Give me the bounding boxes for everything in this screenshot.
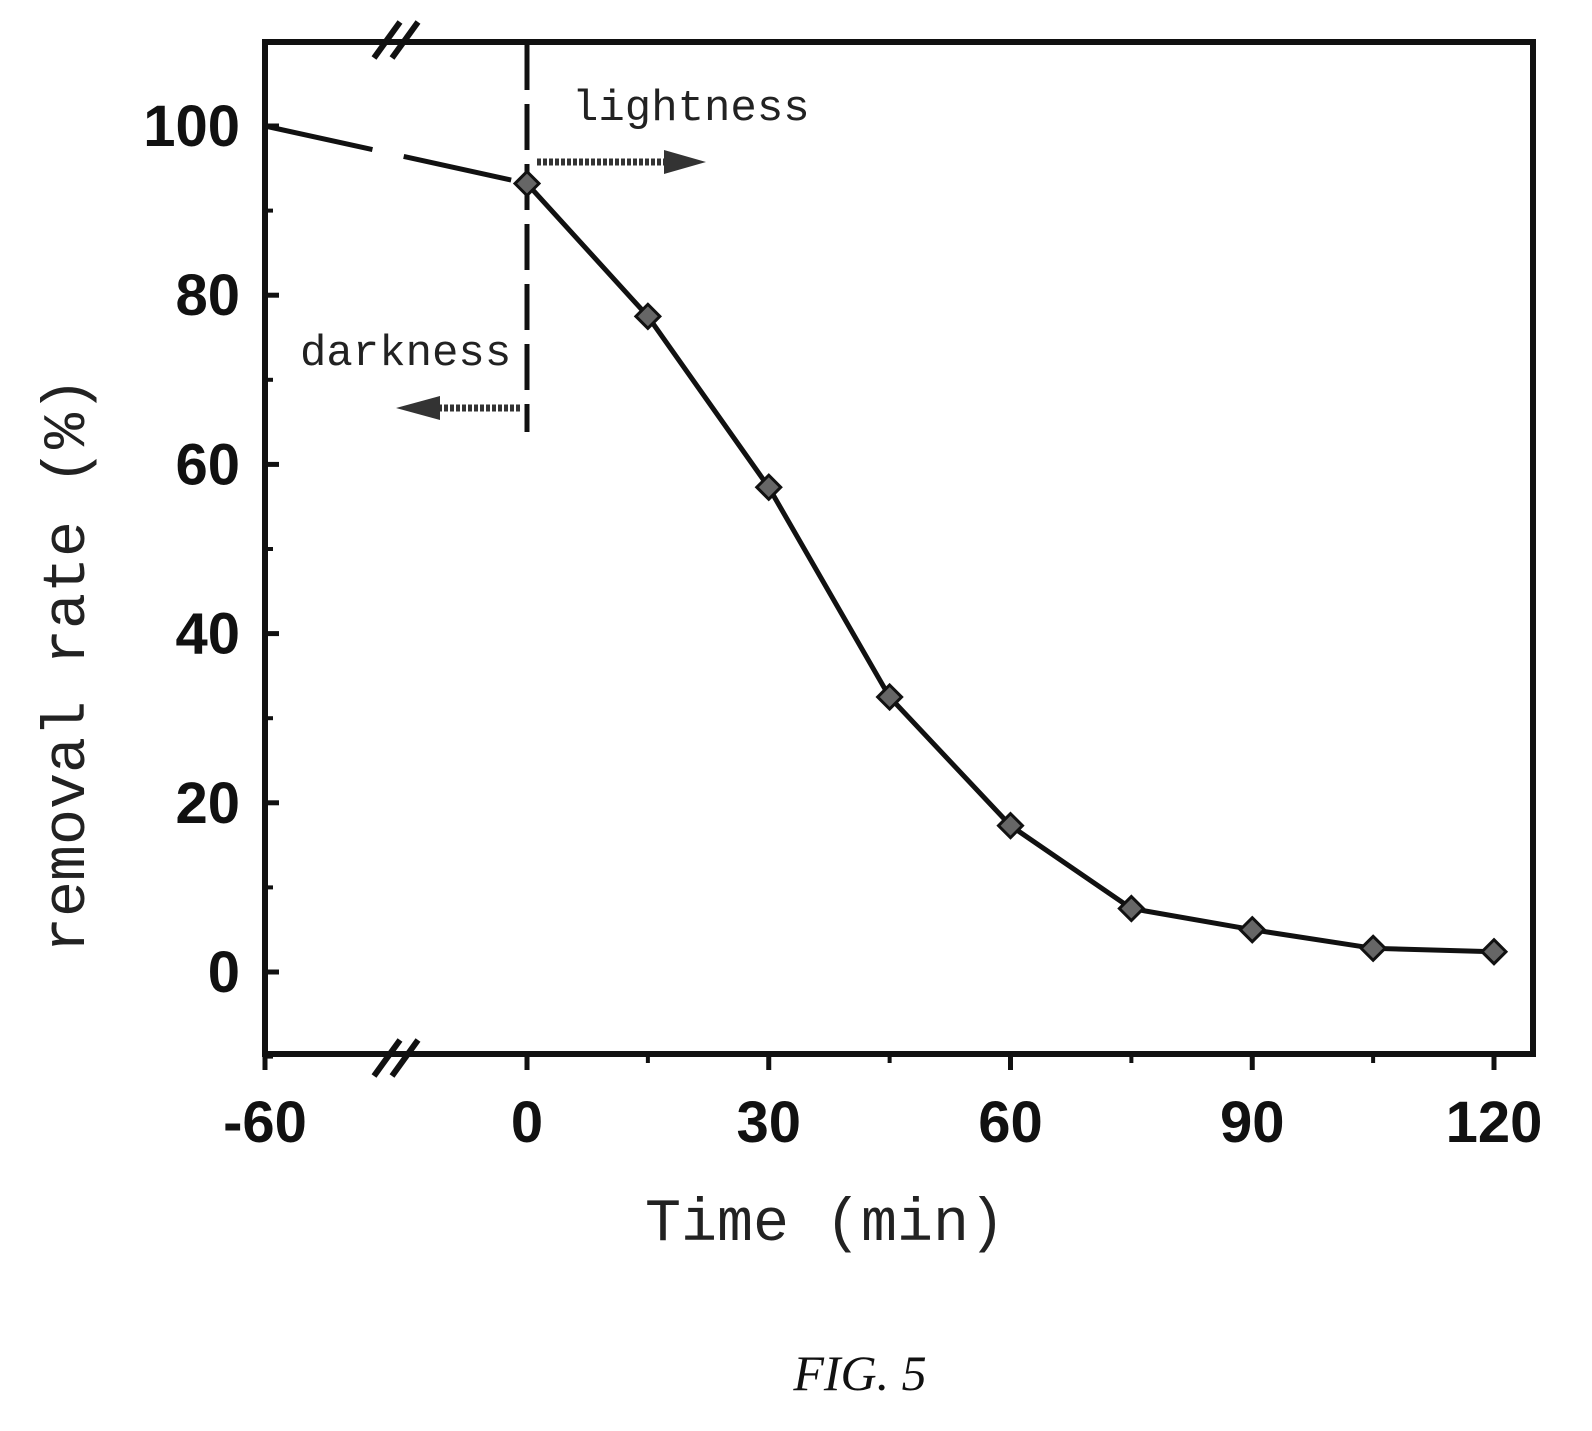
- x-axis-break-bottom: [371, 1038, 421, 1078]
- y-tick-label: 60: [175, 432, 240, 497]
- data-point: [1117, 894, 1146, 923]
- data-point: [1479, 937, 1509, 966]
- plot-frame: [262, 39, 1536, 1057]
- x-tick-labels: -60 0 30 60 90 120: [223, 1090, 1542, 1155]
- y-tick-label: 0: [208, 940, 240, 1005]
- series-markers: [512, 169, 1509, 966]
- darkness-label: darkness: [300, 329, 511, 379]
- series-segment-dark: [264, 123, 528, 186]
- figure-caption: FIG. 5: [792, 1345, 926, 1401]
- tick-marks: [262, 39, 1497, 1070]
- x-tick-label: 60: [978, 1090, 1043, 1155]
- x-tick-label: 120: [1446, 1090, 1543, 1155]
- data-point: [754, 473, 783, 502]
- x-tick-label: 90: [1220, 1090, 1285, 1155]
- y-tick-label: 100: [143, 94, 240, 159]
- data-point: [1359, 934, 1388, 963]
- series-lines: [264, 123, 1495, 955]
- data-point: [1238, 915, 1267, 944]
- y-tick-label: 80: [175, 263, 240, 328]
- y-axis-title: removal rate (%): [35, 377, 103, 953]
- y-tick-labels: 0 20 40 60 80 100: [143, 94, 240, 1005]
- y-axis-break-top: [371, 20, 421, 60]
- x-tick-label: -60: [223, 1090, 307, 1155]
- data-point: [996, 811, 1025, 840]
- data-point: [875, 682, 904, 712]
- data-point: [512, 169, 542, 198]
- data-point: [633, 302, 662, 331]
- darkness-arrow: [396, 396, 522, 420]
- lightness-arrow: [537, 150, 706, 174]
- lightness-label: lightness: [572, 84, 810, 134]
- y-tick-label: 40: [175, 602, 240, 667]
- x-tick-label: 0: [511, 1090, 543, 1155]
- x-axis-title: Time (min): [645, 1191, 1005, 1259]
- x-tick-label: 30: [736, 1090, 801, 1155]
- y-tick-label: 20: [175, 771, 240, 836]
